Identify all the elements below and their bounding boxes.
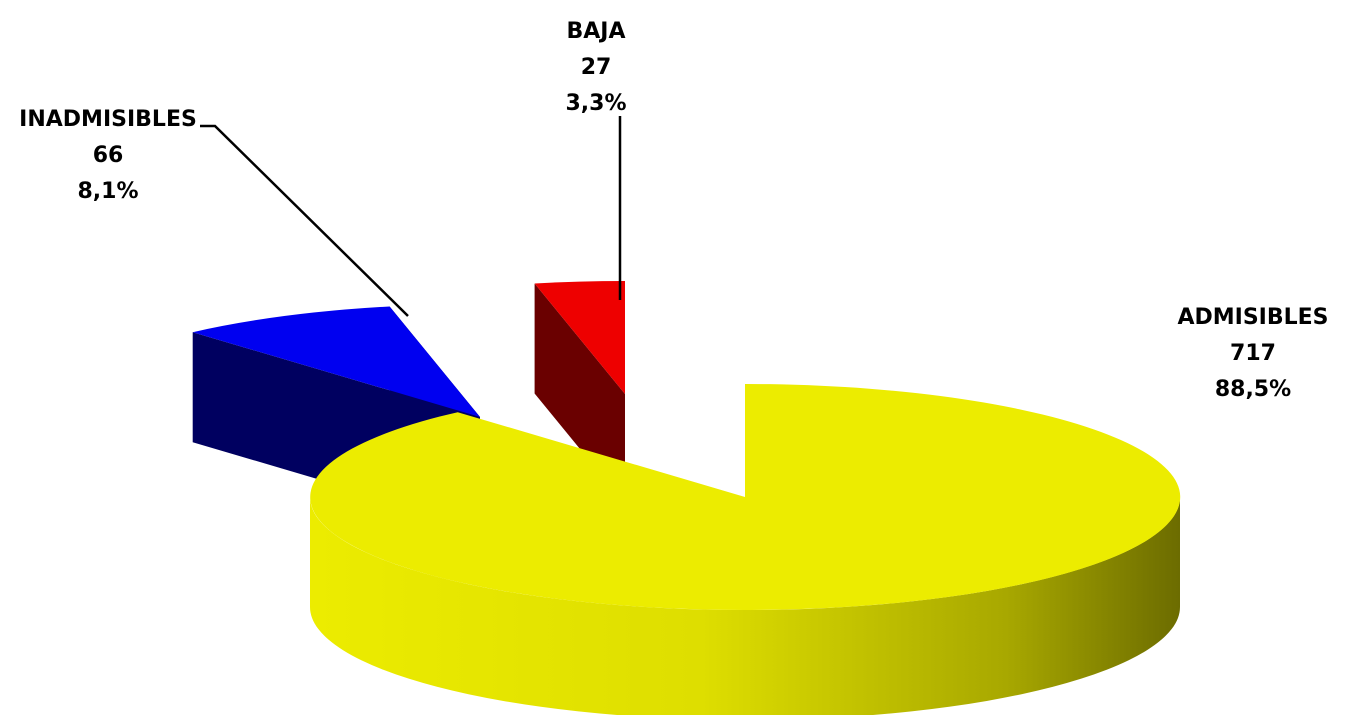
label-value-baja: 27	[581, 55, 612, 80]
label-percent-inadmisibles: 8,1%	[77, 179, 138, 204]
pie-slice-baja[interactable]	[534, 281, 625, 394]
data-label-admisibles: ADMISIBLES 717 88,5%	[1177, 305, 1328, 402]
data-label-inadmisibles: INADMISIBLES 66 8,1%	[19, 107, 197, 204]
label-name-admisibles: ADMISIBLES	[1177, 305, 1328, 330]
label-percent-baja: 3,3%	[565, 91, 626, 116]
label-name-baja: BAJA	[566, 19, 625, 44]
pie-slice-side-admisibles	[310, 497, 1180, 715]
label-name-inadmisibles: INADMISIBLES	[19, 107, 197, 132]
leader-line-inadmisibles	[200, 124, 409, 317]
label-percent-admisibles: 88,5%	[1215, 377, 1291, 402]
pie-slice-admisibles[interactable]	[310, 384, 1181, 610]
label-value-inadmisibles: 66	[93, 143, 124, 168]
label-value-admisibles: 717	[1230, 341, 1276, 366]
data-label-baja: BAJA 27 3,3%	[565, 19, 626, 116]
pie-slice-side-baja	[534, 281, 625, 504]
pie-slice-inadmisibles[interactable]	[192, 306, 480, 418]
